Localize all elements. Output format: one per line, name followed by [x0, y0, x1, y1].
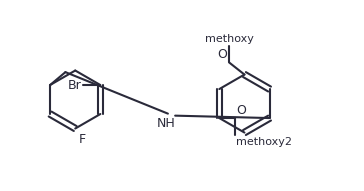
- Text: O: O: [217, 48, 227, 61]
- Text: methoxy2: methoxy2: [236, 137, 292, 147]
- Text: NH: NH: [157, 117, 175, 130]
- Text: methoxy: methoxy: [205, 34, 254, 44]
- Text: O: O: [236, 104, 246, 117]
- Text: Br: Br: [68, 79, 82, 91]
- Text: F: F: [79, 133, 86, 146]
